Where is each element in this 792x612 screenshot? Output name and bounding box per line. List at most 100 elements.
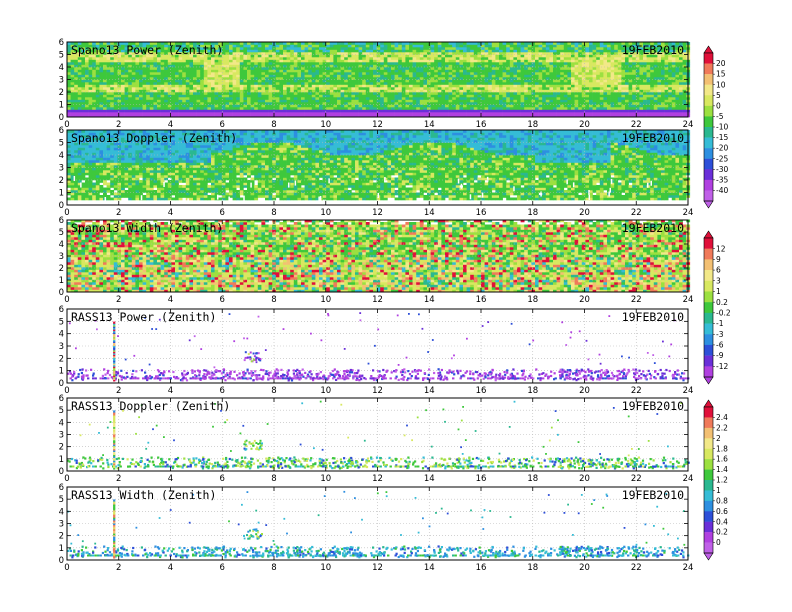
heat-cell <box>110 54 115 58</box>
heat-cell <box>88 92 93 95</box>
heat-cell <box>398 64 403 68</box>
heat-cell <box>509 107 514 110</box>
heat-cell <box>131 64 136 68</box>
heat-cell <box>355 62 359 65</box>
heat-cell <box>121 92 125 95</box>
heat-cell <box>185 94 190 98</box>
heat-cell <box>430 89 435 93</box>
heat-cell <box>495 74 500 78</box>
heat-cell <box>495 57 500 60</box>
heat-cell <box>85 62 89 65</box>
heat-cell <box>506 109 511 113</box>
heat-cell <box>319 87 323 90</box>
heat-cell <box>499 84 503 88</box>
heat-cell <box>203 64 208 68</box>
heat-cell <box>74 44 79 48</box>
heat-cell <box>229 59 233 63</box>
heat-cell <box>185 114 190 118</box>
heat-cell <box>365 94 370 98</box>
heat-cell <box>488 64 493 68</box>
heat-cell <box>563 109 568 113</box>
heat-cell <box>203 44 208 48</box>
heat-cell <box>74 47 79 50</box>
heat-cell <box>351 59 356 63</box>
heat-cell <box>524 79 529 83</box>
heat-cell <box>257 64 262 68</box>
heat-cell <box>229 72 233 75</box>
heat-cell <box>128 104 133 108</box>
heat-cell <box>650 99 655 103</box>
heat-cell <box>117 79 122 83</box>
heat-cell <box>117 89 122 93</box>
heat-cell <box>581 104 586 108</box>
heat-cell <box>236 59 241 63</box>
heat-cell <box>628 64 633 68</box>
heat-cell <box>268 94 273 98</box>
heat-cell <box>423 84 428 88</box>
heat-cell <box>85 84 89 88</box>
heat-cell <box>214 97 219 100</box>
heat-cell <box>553 72 557 75</box>
heat-cell <box>131 57 136 60</box>
heat-cell <box>67 87 71 90</box>
heat-cell <box>639 44 644 48</box>
heat-cell <box>520 44 525 48</box>
heat-cell <box>265 72 269 75</box>
heat-cell <box>412 102 417 105</box>
heat-cell <box>211 94 215 98</box>
heat-cell <box>614 109 619 113</box>
heat-cell <box>347 74 352 78</box>
heat-cell <box>128 92 133 95</box>
heat-cell <box>103 114 107 118</box>
heat-cell <box>243 99 248 103</box>
heat-cell <box>297 49 302 53</box>
heat-cell <box>293 82 298 85</box>
heat-cell <box>387 114 392 118</box>
heat-cell <box>355 47 359 50</box>
heat-cell <box>643 79 647 83</box>
heat-cell <box>585 72 590 75</box>
heat-cell <box>113 92 118 95</box>
heat-cell <box>297 67 302 70</box>
heat-cell <box>574 54 579 58</box>
heat-cell <box>499 72 503 75</box>
heat-cell <box>290 114 295 118</box>
heat-cell <box>571 89 575 93</box>
heat-cell <box>135 84 140 88</box>
heat-cell <box>239 52 244 55</box>
heat-cell <box>221 54 226 58</box>
heat-cell <box>463 114 467 118</box>
heat-cell <box>484 64 489 68</box>
heat-cell <box>535 49 539 53</box>
heat-cell <box>103 99 107 103</box>
heat-cell <box>661 42 665 45</box>
heat-cell <box>545 59 550 63</box>
heat-cell <box>160 67 165 70</box>
heat-cell <box>250 74 255 78</box>
heat-cell <box>639 54 644 58</box>
heat-cell <box>149 94 154 98</box>
heat-cell <box>275 87 280 90</box>
heat-cell <box>398 107 403 110</box>
heat-cell <box>254 47 259 50</box>
heat-cell <box>232 47 237 50</box>
heat-cell <box>326 49 331 53</box>
heat-cell <box>635 104 640 108</box>
heat-cell <box>117 87 122 90</box>
heat-cell <box>488 114 493 118</box>
heat-cell <box>182 87 187 90</box>
heat-cell <box>524 74 529 78</box>
heat-cell <box>362 54 367 58</box>
heat-cell <box>225 42 230 45</box>
heat-cell <box>232 49 237 53</box>
heat-cell <box>517 74 521 78</box>
heat-cell <box>517 94 521 98</box>
heat-cell <box>355 112 359 115</box>
heat-cell <box>610 77 615 80</box>
heat-cell <box>466 87 471 90</box>
heat-cell <box>279 74 284 78</box>
heat-cell <box>304 62 309 65</box>
heat-cell <box>545 92 550 95</box>
heat-cell <box>139 57 143 60</box>
heat-cell <box>610 67 615 70</box>
